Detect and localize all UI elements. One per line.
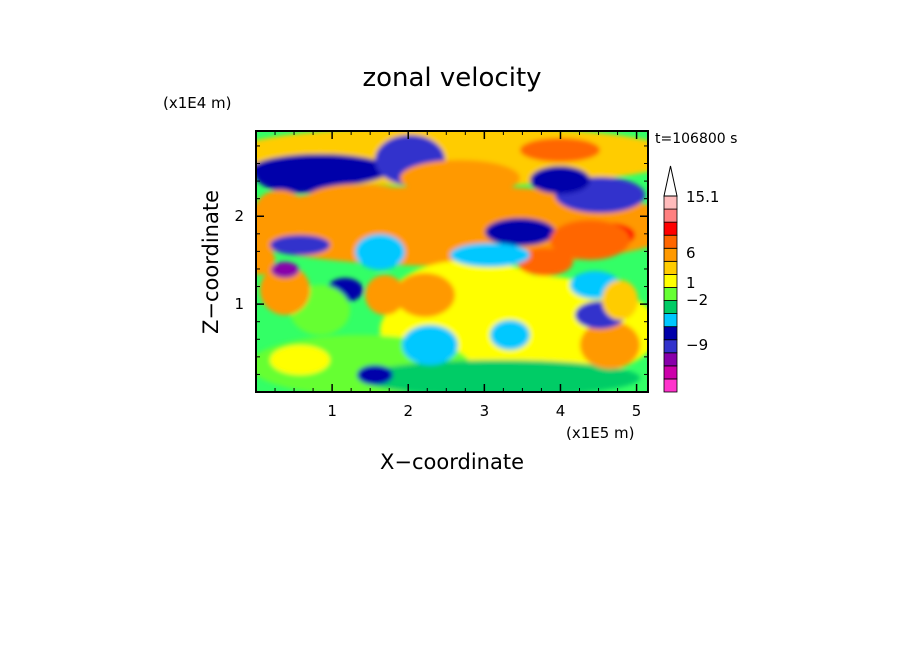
y-axis-label: Z−coordinate (199, 190, 223, 334)
contour-region (580, 321, 640, 369)
contour-region (357, 365, 393, 385)
x-tick-label: 5 (632, 402, 642, 420)
colorbar-label: 15.1 (686, 188, 719, 206)
colorbar-swatch (663, 260, 678, 275)
chart-title: zonal velocity (362, 63, 541, 93)
contour-region (550, 220, 630, 260)
contour-region (305, 184, 415, 216)
contour-region (395, 273, 455, 317)
colorbar-swatch (663, 208, 678, 223)
contour-region (270, 345, 330, 375)
colorbar-swatch (663, 339, 678, 354)
y-tick-label: 1 (234, 295, 244, 313)
contour-region (260, 265, 310, 315)
contour-region (450, 243, 530, 267)
colorbar-label: −9 (686, 336, 708, 354)
colorbar-extend-arrow (663, 165, 678, 197)
colorbar-label: 1 (686, 274, 696, 292)
x-unit-label: (x1E5 m) (566, 424, 635, 442)
colorbar-swatch (663, 326, 678, 341)
y-unit-label: (x1E4 m) (163, 94, 232, 112)
contour-region (400, 160, 520, 196)
plot-frame (255, 130, 649, 393)
y-tick-label: 2 (234, 207, 244, 225)
x-tick-label: 4 (556, 402, 566, 420)
contour-region (271, 262, 299, 278)
colorbar-swatch (663, 378, 678, 393)
contour-region (270, 235, 330, 255)
contour-region (256, 157, 345, 193)
colorbar-swatch (663, 352, 678, 367)
colorbar-swatch (663, 365, 678, 380)
x-tick-label: 1 (327, 402, 337, 420)
contour-region (485, 218, 555, 246)
contour-region (530, 166, 590, 194)
colorbar-swatch (663, 195, 678, 210)
colorbar-swatch (663, 273, 678, 288)
contour-region (256, 245, 275, 275)
contour-region (517, 248, 573, 276)
colorbar-label: 6 (686, 244, 696, 262)
plot-area (256, 131, 648, 392)
colorbar-swatch (663, 287, 678, 301)
contour-region (402, 325, 458, 365)
colorbar-swatch (663, 247, 678, 262)
x-tick-label: 3 (480, 402, 490, 420)
contour-region (360, 360, 640, 392)
colorbar-label: −2 (686, 291, 708, 309)
colorbar-swatch (663, 313, 678, 328)
contour-region (256, 190, 305, 230)
contour-region (520, 138, 600, 162)
colorbar-swatch (663, 300, 678, 314)
x-axis-label: X−coordinate (380, 450, 524, 474)
contour-region (490, 320, 530, 350)
contour-region (365, 275, 405, 315)
contour-region (602, 280, 638, 320)
contour-region (355, 234, 405, 270)
x-tick-label: 2 (403, 402, 413, 420)
colorbar-swatch (663, 234, 678, 249)
colorbar-swatch (663, 221, 678, 236)
time-label: t=106800 s (655, 131, 737, 147)
